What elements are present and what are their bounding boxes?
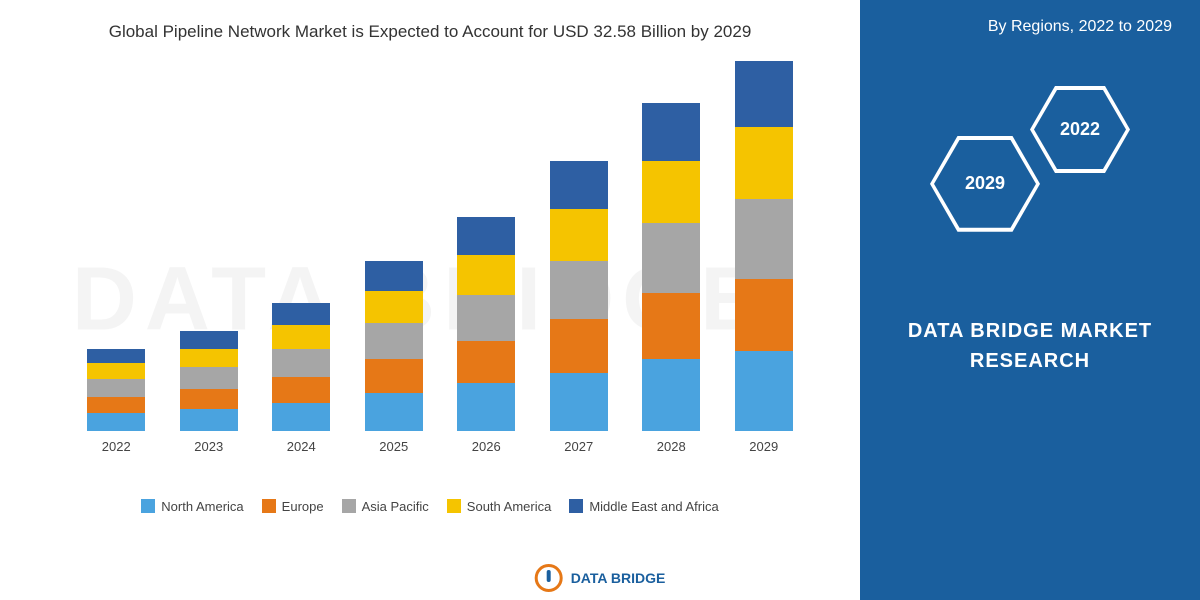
footer-logo-text: DATA BRIDGE: [571, 570, 666, 586]
bar-stack: [642, 103, 700, 431]
bar-segment: [457, 255, 515, 295]
bar-segment: [87, 363, 145, 379]
x-axis-label: 2027: [564, 439, 593, 454]
bar-segment: [365, 261, 423, 291]
bar-group: 2026: [451, 217, 521, 454]
legend-swatch: [342, 499, 356, 513]
bar-group: 2029: [729, 61, 799, 454]
bar-segment: [180, 367, 238, 389]
chart-legend: North America Europe Asia Pacific South Ame…: [0, 484, 860, 514]
bar-segment: [272, 303, 330, 325]
bar-segment: [457, 295, 515, 341]
bar-stack: [87, 349, 145, 431]
hexagon: 2022: [1034, 90, 1126, 169]
bar-segment: [735, 61, 793, 127]
bar-segment: [272, 403, 330, 431]
x-axis-label: 2026: [472, 439, 501, 454]
stacked-bar-chart: 2022 2023 2024 2025 2026 2027 2028 2029: [30, 64, 830, 484]
bar-group: 2024: [266, 303, 336, 454]
legend-item: North America: [141, 499, 243, 514]
bar-segment: [735, 199, 793, 279]
bar-segment: [180, 349, 238, 367]
bar-segment: [642, 103, 700, 161]
legend-label: South America: [467, 499, 552, 514]
legend-item: Middle East and Africa: [569, 499, 718, 514]
bar-segment: [735, 127, 793, 199]
legend-item: Europe: [262, 499, 324, 514]
bar-group: 2025: [359, 261, 429, 454]
side-subtitle: By Regions, 2022 to 2029: [860, 0, 1200, 36]
bar-segment: [180, 389, 238, 409]
legend-swatch: [569, 499, 583, 513]
x-axis-label: 2023: [194, 439, 223, 454]
bar-segment: [457, 341, 515, 383]
bar-segment: [457, 383, 515, 431]
bar-stack: [550, 161, 608, 431]
bar-segment: [642, 223, 700, 293]
bar-segment: [457, 217, 515, 255]
bar-segment: [365, 323, 423, 359]
bar-stack: [365, 261, 423, 431]
hexagon-border: 2029: [930, 136, 1040, 232]
bars-area: 2022 2023 2024 2025 2026 2027 2028 2029: [70, 84, 810, 454]
bar-segment: [87, 379, 145, 397]
legend-swatch: [447, 499, 461, 513]
hexagon-group: 20292022: [860, 76, 1200, 276]
bar-segment: [735, 279, 793, 351]
x-axis-label: 2029: [749, 439, 778, 454]
bar-segment: [642, 293, 700, 359]
legend-swatch: [141, 499, 155, 513]
bar-segment: [180, 409, 238, 431]
bar-stack: [180, 331, 238, 431]
bar-segment: [550, 319, 608, 373]
bar-segment: [550, 209, 608, 261]
legend-swatch: [262, 499, 276, 513]
legend-label: Europe: [282, 499, 324, 514]
bar-segment: [550, 261, 608, 319]
legend-label: Middle East and Africa: [589, 499, 718, 514]
bar-segment: [642, 161, 700, 223]
hexagon-border: 2022: [1030, 86, 1130, 173]
bar-stack: [735, 61, 793, 431]
bar-segment: [87, 397, 145, 413]
bar-stack: [457, 217, 515, 431]
x-axis-label: 2022: [102, 439, 131, 454]
logo-icon: [535, 564, 563, 592]
bar-segment: [550, 161, 608, 209]
bar-segment: [272, 377, 330, 403]
bar-segment: [550, 373, 608, 431]
brand-line1: DATA BRIDGE MARKET: [860, 316, 1200, 346]
bar-group: 2023: [174, 331, 244, 454]
footer-logo: DATA BRIDGE: [535, 564, 666, 592]
x-axis-label: 2024: [287, 439, 316, 454]
bar-segment: [180, 331, 238, 349]
bar-segment: [272, 325, 330, 349]
bar-segment: [365, 393, 423, 431]
bar-group: 2027: [544, 161, 614, 454]
legend-item: South America: [447, 499, 552, 514]
bar-segment: [365, 291, 423, 323]
bar-stack: [272, 303, 330, 431]
bar-segment: [735, 351, 793, 431]
bar-segment: [87, 413, 145, 431]
legend-item: Asia Pacific: [342, 499, 429, 514]
brand-text: DATA BRIDGE MARKET RESEARCH: [860, 316, 1200, 376]
brand-line2: RESEARCH: [860, 346, 1200, 376]
legend-label: Asia Pacific: [362, 499, 429, 514]
chart-panel: Global Pipeline Network Market is Expect…: [0, 0, 860, 600]
hexagon: 2029: [934, 140, 1036, 228]
x-axis-label: 2025: [379, 439, 408, 454]
legend-label: North America: [161, 499, 243, 514]
bar-segment: [365, 359, 423, 393]
bar-group: 2022: [81, 349, 151, 454]
bar-segment: [272, 349, 330, 377]
bar-segment: [642, 359, 700, 431]
side-panel: By Regions, 2022 to 2029 20292022 DATA B…: [860, 0, 1200, 600]
x-axis-label: 2028: [657, 439, 686, 454]
chart-title: Global Pipeline Network Market is Expect…: [0, 0, 860, 54]
bar-segment: [87, 349, 145, 363]
bar-group: 2028: [636, 103, 706, 454]
